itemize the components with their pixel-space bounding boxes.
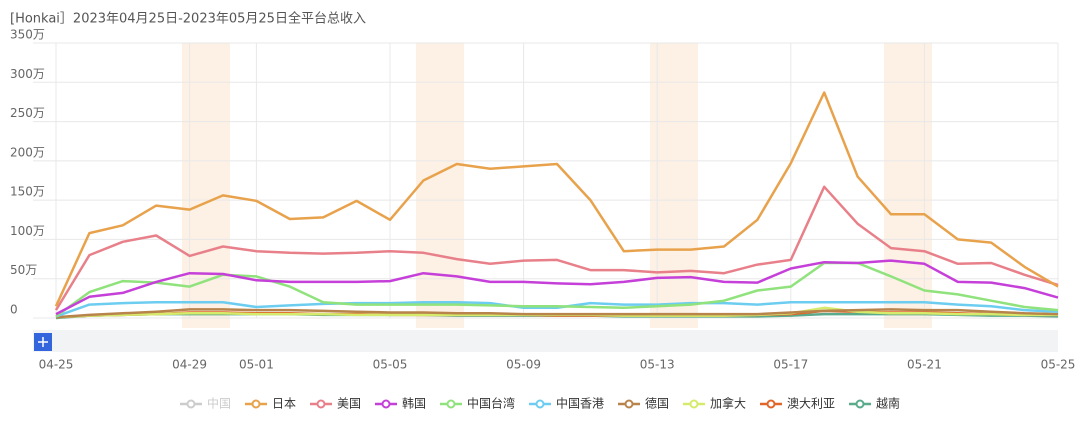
legend-label: 澳大利亚 [787, 397, 835, 411]
legend-item[interactable]: 越南 [849, 396, 900, 411]
legend-label: 越南 [876, 396, 900, 411]
y-tick-label: 200万 [10, 145, 45, 159]
y-tick-label: 350万 [10, 28, 45, 42]
legend-item[interactable]: 中国 [180, 396, 231, 411]
y-tick-label: 150万 [10, 185, 45, 199]
legend-label: 中国 [207, 396, 231, 411]
x-tick-label: 04-29 [172, 358, 207, 372]
legend-item[interactable]: 韩国 [375, 396, 426, 411]
legend-label: 韩国 [402, 396, 426, 411]
legend-label: 日本 [272, 397, 296, 411]
x-tick-label: 05-13 [640, 358, 675, 372]
x-tick-label: 05-21 [907, 358, 942, 372]
y-tick-label: 0 [10, 303, 18, 317]
weekend-band [416, 43, 464, 328]
x-tick-label: 05-01 [239, 358, 274, 372]
series-line [54, 185, 1059, 311]
legend-dot [186, 399, 196, 409]
legend-item[interactable]: 加拿大 [683, 396, 746, 411]
y-tick-label: 50万 [10, 263, 37, 277]
legend-item[interactable]: 日本 [245, 397, 296, 411]
legend-item[interactable]: 美国 [310, 397, 361, 411]
x-tick-label: 04-25 [39, 358, 74, 372]
legend-dot [446, 399, 456, 409]
chart-title: [Honkai］2023年04月25日-2023年05月25日全平台总收入 [10, 11, 366, 27]
series-line [55, 301, 1059, 318]
x-tick-label: 05-25 [1041, 358, 1076, 372]
legend-item[interactable]: 中国香港 [529, 396, 604, 411]
y-tick-label: 100万 [10, 224, 45, 238]
legend-dot [689, 399, 699, 409]
plus-icon [38, 337, 48, 347]
legend-label: 中国香港 [556, 396, 604, 411]
legend-dot [535, 399, 545, 409]
legend-dot [624, 399, 634, 409]
y-tick-label: 300万 [10, 67, 45, 81]
legend-dot [316, 399, 326, 409]
x-tick-label: 05-17 [773, 358, 808, 372]
legend-dot [855, 399, 865, 409]
legend-dot [381, 399, 391, 409]
legend-item[interactable]: 中国台湾 [440, 396, 515, 411]
legend-label: 加拿大 [710, 396, 746, 411]
legend-label: 德国 [645, 396, 669, 411]
series-line [54, 91, 1059, 307]
legend-dot [766, 399, 776, 409]
series-line [55, 259, 1059, 316]
legend-item[interactable]: 德国 [618, 396, 669, 411]
weekend-band [650, 43, 698, 328]
legend-dot [251, 399, 261, 409]
y-tick-label: 250万 [10, 106, 45, 120]
series-line [55, 308, 1059, 319]
legend-item[interactable]: 澳大利亚 [760, 397, 835, 411]
legend-label: 中国台湾 [467, 396, 515, 411]
x-tick-label: 05-05 [373, 358, 408, 372]
legend-label: 美国 [337, 397, 361, 411]
weekend-bands [182, 43, 932, 328]
zoom-bar [33, 330, 1058, 352]
x-tick-label: 05-09 [506, 358, 541, 372]
